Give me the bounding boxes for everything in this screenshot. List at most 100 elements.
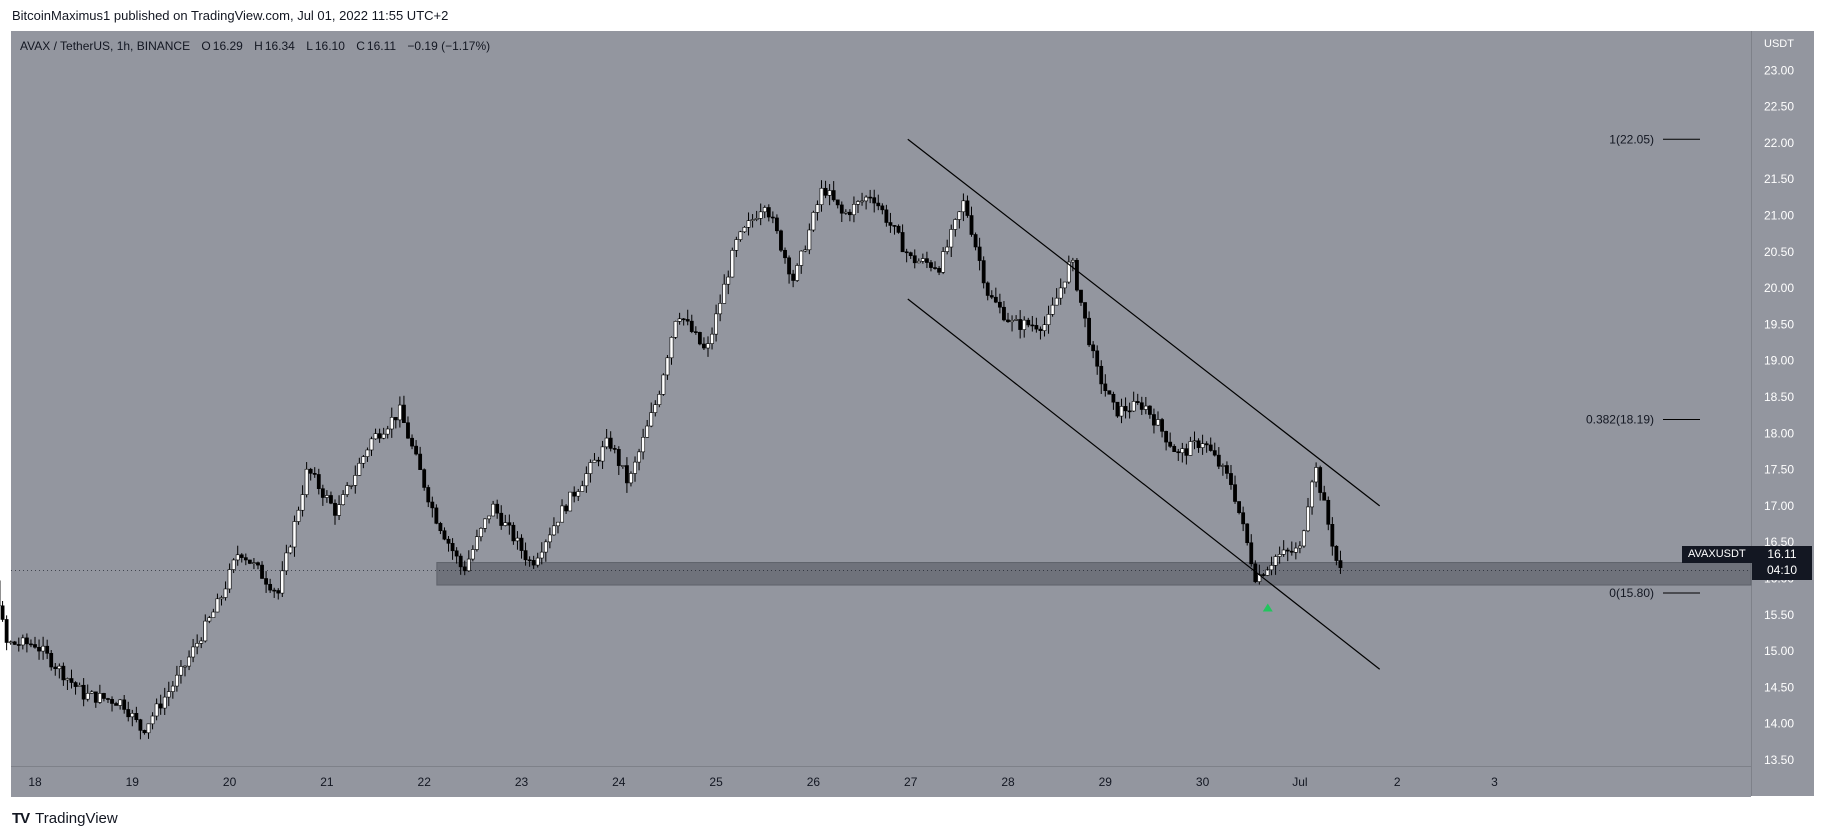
candle-body bbox=[949, 229, 954, 248]
candle-body bbox=[1135, 401, 1140, 404]
y-tick-label: 22.00 bbox=[1764, 136, 1794, 150]
candle-body bbox=[629, 473, 633, 484]
candle-body bbox=[138, 719, 143, 731]
candle-body bbox=[539, 551, 544, 559]
candle-body bbox=[1318, 467, 1323, 493]
x-tick-label: 19 bbox=[126, 775, 140, 789]
candle-body bbox=[118, 699, 123, 706]
candle-body bbox=[620, 465, 625, 467]
candle-body bbox=[819, 187, 824, 205]
candle-body bbox=[625, 465, 629, 484]
candle-body bbox=[1062, 281, 1067, 289]
candle-body bbox=[223, 588, 228, 598]
footer[interactable]: TV TradingView bbox=[12, 808, 118, 828]
candle-body bbox=[641, 436, 646, 453]
candle-body bbox=[414, 445, 418, 455]
candle-body bbox=[880, 205, 885, 211]
candle-body bbox=[61, 665, 66, 681]
y-tick-label: 16.50 bbox=[1764, 535, 1794, 549]
candle-body bbox=[608, 437, 613, 449]
x-tick-label: Jul bbox=[1292, 775, 1307, 789]
candle-body bbox=[65, 678, 70, 681]
candle-body bbox=[1139, 402, 1144, 410]
candle-body bbox=[337, 504, 341, 516]
candle-body bbox=[146, 723, 151, 734]
candle-body bbox=[1079, 289, 1083, 303]
candle-body bbox=[373, 433, 378, 440]
x-tick-label: 18 bbox=[28, 775, 42, 789]
candle-body bbox=[1103, 383, 1108, 391]
candle-body bbox=[1180, 448, 1185, 454]
candle-body bbox=[438, 523, 443, 532]
candle-body bbox=[166, 691, 171, 698]
candle-body bbox=[312, 473, 317, 475]
candle-body bbox=[106, 698, 110, 700]
candle-body bbox=[1176, 451, 1181, 454]
x-tick-label: 25 bbox=[709, 775, 723, 789]
candle-body bbox=[823, 187, 828, 196]
candle-body bbox=[183, 665, 187, 668]
candle-body bbox=[1160, 419, 1164, 432]
publish-info: BitcoinMaximus1 published on TradingView… bbox=[12, 8, 449, 23]
candle-body bbox=[1229, 473, 1233, 485]
candle-body bbox=[507, 522, 512, 526]
x-axis[interactable] bbox=[11, 766, 1751, 797]
candle-body bbox=[12, 641, 17, 645]
chart-pane[interactable] bbox=[11, 31, 1751, 766]
y-tick-label: 14.50 bbox=[1764, 680, 1794, 694]
y-axis[interactable] bbox=[1751, 31, 1814, 796]
y-tick-label: 17.00 bbox=[1764, 499, 1794, 513]
candle-body bbox=[385, 428, 390, 435]
candle-body bbox=[97, 693, 102, 703]
candle-body bbox=[466, 558, 471, 572]
candle-body bbox=[191, 646, 196, 658]
candle-body bbox=[1095, 350, 1100, 367]
candle-body bbox=[762, 207, 767, 213]
candle-body bbox=[925, 258, 929, 263]
candle-body bbox=[734, 239, 739, 251]
candle-body bbox=[1030, 324, 1035, 327]
candle-body bbox=[397, 404, 402, 421]
candle-body bbox=[876, 202, 881, 207]
symbol-legend: AVAX / TetherUS, 1h, BINANCE O 16.29 H 16.… bbox=[20, 39, 490, 53]
x-tick-label: 20 bbox=[223, 775, 237, 789]
candle-body bbox=[260, 564, 264, 579]
candle-body bbox=[268, 583, 273, 591]
candle-body bbox=[843, 211, 848, 214]
fib-level-label: 0(15.80) bbox=[1609, 586, 1654, 600]
candle-body bbox=[377, 433, 382, 439]
candle-body bbox=[1249, 542, 1254, 565]
candle-body bbox=[637, 451, 641, 463]
candle-body bbox=[645, 425, 650, 438]
candle-body bbox=[292, 521, 297, 548]
candle-body bbox=[102, 693, 106, 699]
candle-body bbox=[110, 699, 114, 704]
candle-body bbox=[710, 333, 714, 344]
candle-body bbox=[187, 656, 191, 667]
candle-body bbox=[1314, 467, 1319, 483]
open-value: 16.29 bbox=[212, 39, 243, 53]
candle-body bbox=[20, 637, 25, 646]
y-tick-label: 18.00 bbox=[1764, 426, 1794, 440]
candle-body bbox=[418, 453, 423, 470]
candle-body bbox=[531, 560, 536, 566]
candle-body bbox=[341, 494, 346, 505]
candle-body bbox=[564, 505, 568, 512]
candle-body bbox=[219, 597, 224, 600]
channel-lower-line[interactable] bbox=[907, 298, 1381, 670]
candle-body bbox=[543, 541, 548, 553]
channel-upper-line[interactable] bbox=[907, 138, 1381, 507]
candle-body bbox=[130, 713, 135, 718]
candle-body bbox=[754, 218, 759, 220]
candle-body bbox=[584, 473, 589, 487]
candle-body bbox=[912, 255, 917, 264]
candle-body bbox=[134, 713, 139, 720]
candle-body bbox=[357, 462, 362, 476]
candle-body bbox=[1038, 328, 1043, 331]
candle-body bbox=[588, 462, 593, 474]
candle-body bbox=[215, 598, 220, 613]
candle-body bbox=[1156, 419, 1160, 426]
candle-body bbox=[1188, 441, 1193, 456]
candle-body bbox=[689, 320, 694, 332]
x-tick-label: 26 bbox=[807, 775, 821, 789]
